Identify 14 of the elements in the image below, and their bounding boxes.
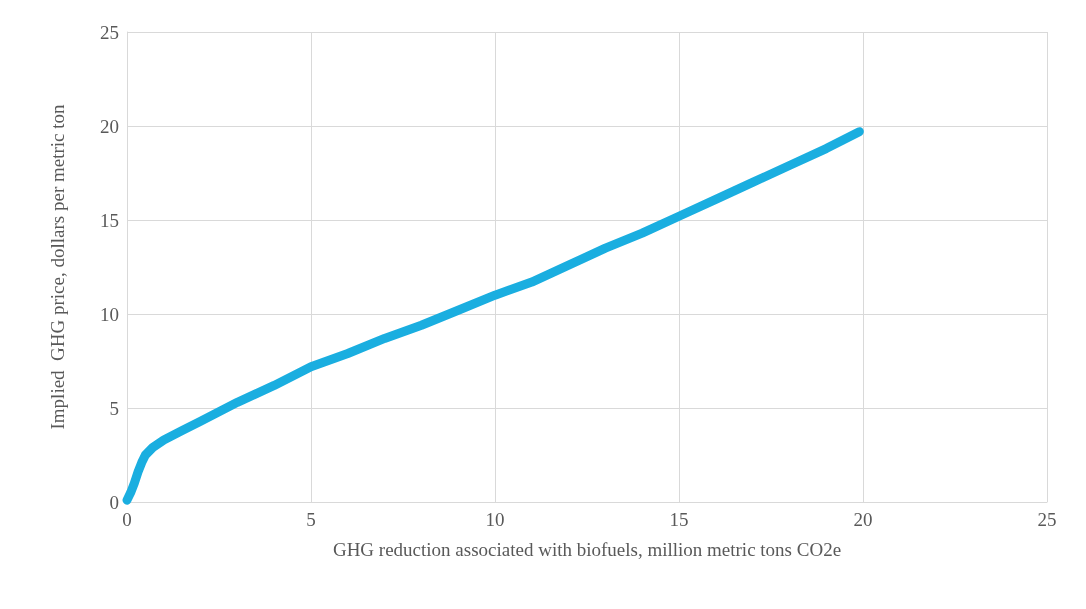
- x-tick-label: 5: [306, 509, 316, 530]
- y-tick-label: 25: [100, 21, 119, 43]
- x-tick-label: 25: [1037, 509, 1057, 530]
- x-tick-label: 0: [122, 509, 132, 530]
- y-tick-label: 10: [100, 303, 119, 325]
- x-tick-label: 10: [485, 509, 505, 530]
- y-axis-title: Implied GHG price, dollars per metric ton: [47, 103, 68, 430]
- y-tick-label: 15: [100, 209, 119, 231]
- x-tick-label: 20: [853, 509, 873, 530]
- x-axis-title: GHG reduction associated with biofuels, million metric tons CO2e: [332, 539, 842, 560]
- x-tick-label: 15: [669, 509, 689, 530]
- y-tick-label: 5: [109, 397, 119, 419]
- y-tick-label: 0: [109, 491, 119, 513]
- y-tick-label: 20: [100, 115, 119, 137]
